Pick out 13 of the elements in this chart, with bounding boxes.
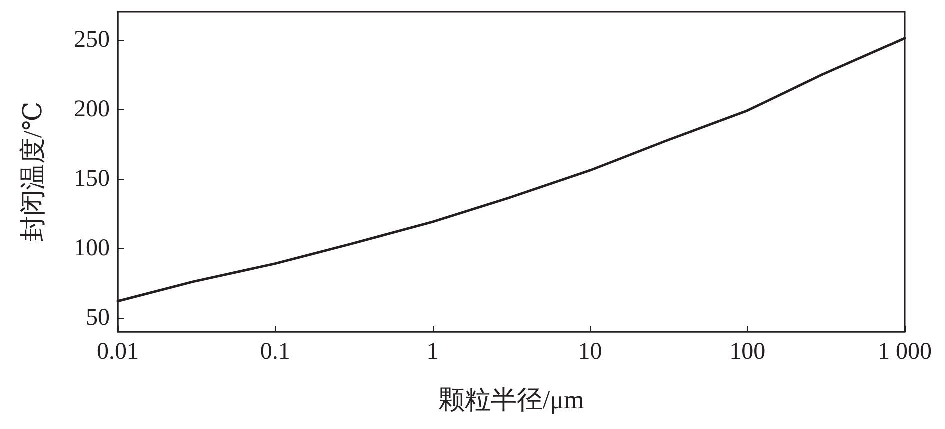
x-tick-label: 0.1 — [260, 339, 290, 365]
y-tick-label: 150 — [74, 166, 110, 192]
y-axis-title: 封闭温度/℃ — [18, 102, 48, 242]
y-tick-label: 50 — [86, 305, 110, 332]
y-tick-label: 250 — [74, 26, 110, 53]
x-tick-label: 1 000 — [878, 339, 932, 365]
x-tick-label: 100 — [730, 339, 766, 365]
x-tick-label: 0.01 — [97, 339, 139, 365]
x-axis-title: 颗粒半径/μm — [438, 386, 584, 414]
y-tick-label: 100 — [74, 236, 110, 262]
x-tick-label: 10 — [578, 339, 602, 365]
x-tick-label: 1 — [426, 339, 439, 365]
y-tick-label: 200 — [74, 96, 110, 122]
